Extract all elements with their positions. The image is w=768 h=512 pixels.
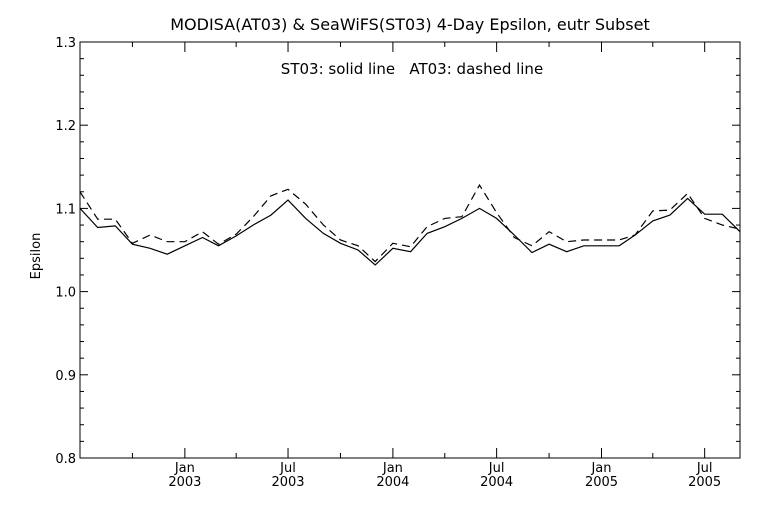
- x-tick-label-year: 2004: [376, 475, 409, 490]
- y-tick-label: 0.8: [55, 452, 76, 467]
- x-tick-label-month: Jul: [488, 461, 505, 476]
- plot-frame: [79, 41, 741, 459]
- y-tick-label: 1.3: [55, 36, 76, 51]
- y-tick-label: 1.1: [55, 202, 76, 217]
- x-tick-label-month: Jan: [590, 461, 611, 476]
- chart-title: MODISA(AT03) & SeaWiFS(ST03) 4-Day Epsil…: [170, 15, 650, 34]
- x-tick-label-month: Jul: [279, 461, 296, 476]
- y-tick-label: 1.2: [55, 119, 76, 134]
- x-tick-label-year: 2003: [168, 475, 201, 490]
- x-tick-label-month: Jan: [382, 461, 403, 476]
- x-tick-label-month: Jan: [174, 461, 195, 476]
- series-group: [79, 183, 741, 266]
- y-tick-label: 0.9: [55, 369, 76, 384]
- x-tick-label-year: 2003: [271, 475, 304, 490]
- y-axis-label: Epsilon: [29, 233, 44, 280]
- x-tick-label-year: 2005: [688, 475, 721, 490]
- x-axis: Jan2003Jul2003Jan2004Jul2004Jan2005Jul20…: [131, 42, 721, 490]
- series-line-st03: [79, 197, 741, 266]
- legend-annotation: ST03: solid line AT03: dashed line: [281, 60, 543, 78]
- x-tick-label-year: 2004: [480, 475, 513, 490]
- y-axis: 0.8 0.9 1.0 1.1 1.2 1.3: [55, 36, 740, 467]
- x-tick-label-month: Jul: [696, 461, 713, 476]
- y-tick-label: 1.0: [55, 286, 76, 301]
- series-line-at03: [79, 183, 741, 263]
- x-tick-label-year: 2005: [585, 475, 618, 490]
